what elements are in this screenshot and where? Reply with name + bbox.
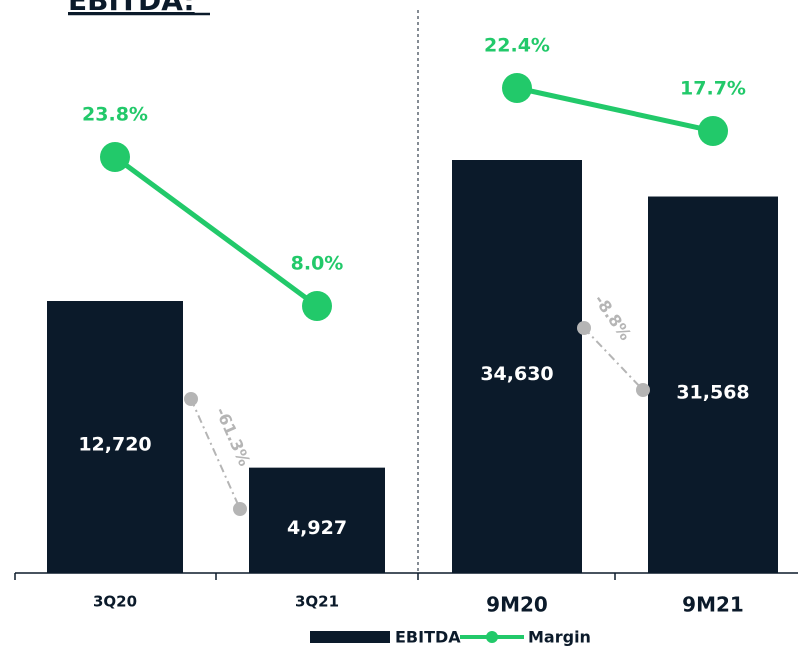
change-dot [577, 321, 591, 335]
x-tick-label: 3Q21 [295, 593, 339, 611]
legend-swatch [310, 631, 390, 643]
bar-label: 34,630 [480, 363, 553, 385]
legend-label: EBITDA [395, 628, 461, 647]
bar [648, 196, 778, 573]
legend-swatch [486, 631, 498, 643]
bar [47, 301, 183, 573]
x-tick-label: 9M20 [486, 593, 548, 617]
margin-point [100, 142, 130, 172]
bar [452, 160, 582, 573]
margin-label: 8.0% [291, 253, 344, 275]
change-dot [233, 502, 247, 516]
bar-label: 31,568 [676, 381, 749, 403]
bar-label: 4,927 [287, 517, 347, 539]
margin-line [113, 154, 319, 309]
margin-label: 23.8% [82, 104, 148, 126]
change-line [190, 398, 241, 510]
change-line [583, 327, 644, 391]
margin-point [502, 73, 532, 103]
x-tick-label: 9M21 [682, 593, 744, 617]
margin-point [698, 116, 728, 146]
change-label: -8.8% [590, 291, 635, 344]
change-dot [636, 383, 650, 397]
bar-label: 12,720 [78, 434, 151, 456]
change-label: -61.3% [212, 404, 255, 469]
bar [249, 467, 385, 573]
axis-ticks [14, 573, 616, 580]
margin-label: 17.7% [680, 78, 746, 100]
margin-label: 22.4% [484, 35, 550, 57]
x-tick-label: 3Q20 [93, 593, 137, 611]
legend-label: Margin [528, 628, 591, 647]
change-dot [184, 392, 198, 406]
margin-line [516, 85, 714, 134]
margin-point [302, 291, 332, 321]
